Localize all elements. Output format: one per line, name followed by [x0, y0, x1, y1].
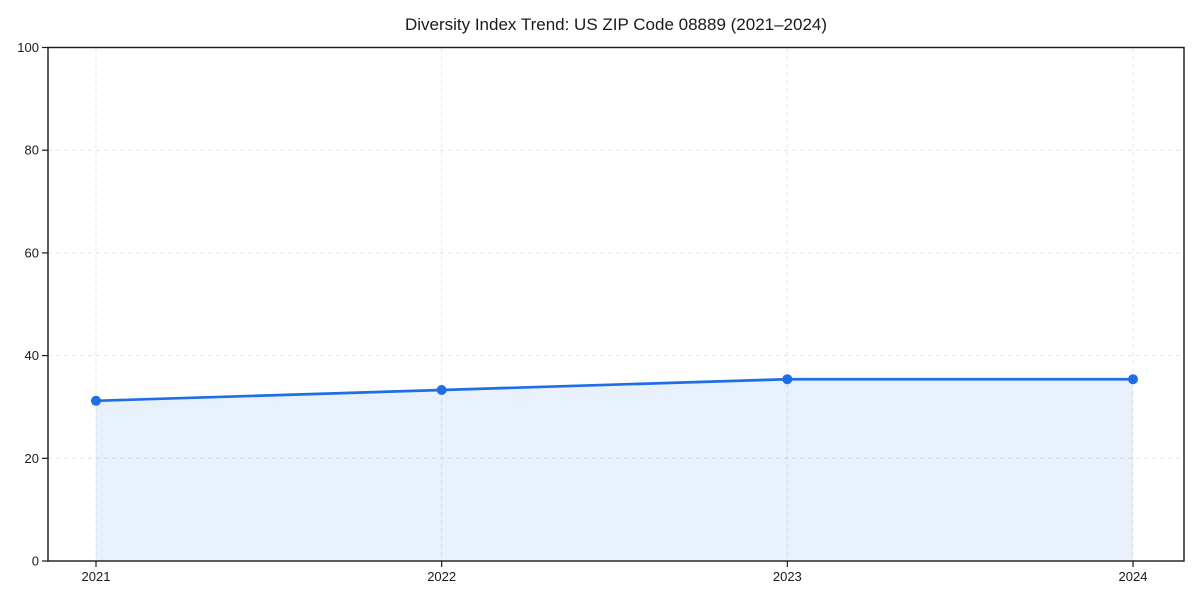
plot-border — [47, 46, 1185, 562]
y-tick-label-100: 100 — [17, 40, 39, 55]
y-tick-label-80: 80 — [25, 143, 39, 158]
x-tick-label-2021: 2021 — [82, 569, 111, 584]
area-fill — [96, 379, 1133, 561]
data-point-2024 — [1128, 374, 1138, 385]
data-point-2021 — [91, 395, 101, 406]
chart-title: Diversity Index Trend: US ZIP Code 08889… — [405, 15, 827, 34]
y-tick-label-0: 0 — [32, 554, 39, 569]
data-point-2023 — [782, 374, 793, 385]
trend-line — [94, 377, 1135, 403]
plot-background — [48, 47, 1184, 561]
x-tick-label-2023: 2023 — [773, 569, 802, 584]
plot-area: 0 20 40 60 80 100 2021 2022 2023 2024 — [17, 40, 1185, 584]
x-tick-label-2024: 2024 — [1119, 569, 1148, 584]
data-point-2022 — [436, 385, 447, 396]
y-tick-label-40: 40 — [25, 348, 39, 363]
x-tick-label-2022: 2022 — [427, 569, 456, 584]
y-tick-label-60: 60 — [25, 245, 39, 260]
y-tick-label-20: 20 — [25, 451, 39, 466]
